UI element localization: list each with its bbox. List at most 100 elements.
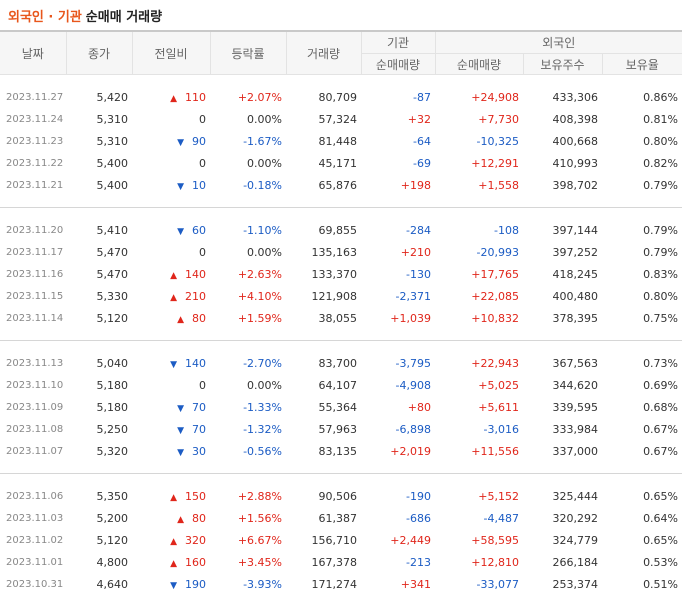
- close-cell: 5,420: [66, 86, 132, 108]
- header-foreign-net: 순매매량: [435, 54, 523, 75]
- date-cell: 2023.11.21: [0, 174, 66, 196]
- close-cell: 5,120: [66, 307, 132, 329]
- date-cell: 2023.11.09: [0, 396, 66, 418]
- foreign-ratio-cell: 0.75%: [602, 307, 682, 329]
- close-cell: 5,470: [66, 263, 132, 285]
- foreign-holdings-cell: 344,620: [523, 374, 602, 396]
- close-cell: 4,800: [66, 551, 132, 573]
- close-cell: 5,250: [66, 418, 132, 440]
- foreign-net-cell: -20,993: [435, 241, 523, 263]
- close-cell: 5,310: [66, 108, 132, 130]
- foreign-net-cell: +17,765: [435, 263, 523, 285]
- change-value: 0: [199, 379, 206, 392]
- down-arrow-icon: ▼: [170, 581, 177, 591]
- change-cell: ▼10: [132, 174, 210, 196]
- foreign-holdings-cell: 410,993: [523, 152, 602, 174]
- change-cell: ▲80: [132, 307, 210, 329]
- foreign-ratio-cell: 0.65%: [602, 529, 682, 551]
- up-arrow-icon: ▲: [170, 293, 177, 303]
- change-value: 30: [192, 445, 206, 458]
- institution-net-cell: +210: [361, 241, 435, 263]
- date-cell: 2023.11.07: [0, 440, 66, 462]
- foreign-holdings-cell: 320,292: [523, 507, 602, 529]
- foreign-net-cell: +7,730: [435, 108, 523, 130]
- change-value: 110: [185, 91, 206, 104]
- foreign-ratio-cell: 0.81%: [602, 108, 682, 130]
- date-cell: 2023.11.16: [0, 263, 66, 285]
- foreign-net-cell: -10,325: [435, 130, 523, 152]
- change-value: 60: [192, 224, 206, 237]
- change-cell: ▼60: [132, 219, 210, 241]
- group-spacer: [0, 329, 682, 341]
- rate-cell: -3.93%: [210, 573, 286, 595]
- up-arrow-icon: ▲: [170, 537, 177, 547]
- foreign-ratio-cell: 0.82%: [602, 152, 682, 174]
- date-cell: 2023.11.15: [0, 285, 66, 307]
- foreign-ratio-cell: 0.68%: [602, 396, 682, 418]
- change-value: 140: [185, 268, 206, 281]
- volume-cell: 156,710: [286, 529, 361, 551]
- volume-cell: 65,876: [286, 174, 361, 196]
- header-change: 전일비: [132, 31, 210, 75]
- date-cell: 2023.11.20: [0, 219, 66, 241]
- institution-net-cell: +2,449: [361, 529, 435, 551]
- close-cell: 5,400: [66, 152, 132, 174]
- institution-net-cell: -2,371: [361, 285, 435, 307]
- foreign-net-cell: +58,595: [435, 529, 523, 551]
- volume-cell: 80,709: [286, 86, 361, 108]
- foreign-net-cell: +11,556: [435, 440, 523, 462]
- rate-cell: 0.00%: [210, 374, 286, 396]
- foreign-ratio-cell: 0.73%: [602, 352, 682, 374]
- group-spacer: [0, 208, 682, 219]
- foreign-net-cell: +1,558: [435, 174, 523, 196]
- institution-net-cell: +2,019: [361, 440, 435, 462]
- group-spacer: [0, 341, 682, 352]
- rate-cell: -2.70%: [210, 352, 286, 374]
- change-cell: ▼70: [132, 396, 210, 418]
- volume-cell: 90,506: [286, 485, 361, 507]
- change-cell: 0: [132, 241, 210, 263]
- volume-cell: 57,963: [286, 418, 361, 440]
- change-cell: ▲80: [132, 507, 210, 529]
- section-title: 외국인 · 기관 순매매 거래량: [0, 0, 682, 30]
- foreign-ratio-cell: 0.64%: [602, 507, 682, 529]
- header-date: 날짜: [0, 31, 66, 75]
- close-cell: 5,120: [66, 529, 132, 551]
- foreign-ratio-cell: 0.69%: [602, 374, 682, 396]
- foreign-holdings-cell: 408,398: [523, 108, 602, 130]
- volume-cell: 133,370: [286, 263, 361, 285]
- foreign-net-cell: +10,832: [435, 307, 523, 329]
- date-cell: 2023.11.06: [0, 485, 66, 507]
- foreign-ratio-cell: 0.83%: [602, 263, 682, 285]
- change-cell: ▲160: [132, 551, 210, 573]
- foreign-net-cell: +24,908: [435, 86, 523, 108]
- foreign-holdings-cell: 339,595: [523, 396, 602, 418]
- date-cell: 2023.11.14: [0, 307, 66, 329]
- foreign-ratio-cell: 0.79%: [602, 241, 682, 263]
- up-arrow-icon: ▲: [170, 94, 177, 104]
- change-cell: ▲ 110: [132, 86, 210, 108]
- change-value: 0: [199, 113, 206, 126]
- foreign-net-cell: +22,943: [435, 352, 523, 374]
- rate-cell: +2.07%: [210, 86, 286, 108]
- foreign-net-cell: +5,611: [435, 396, 523, 418]
- foreign-ratio-cell: 0.80%: [602, 130, 682, 152]
- date-cell: 2023.11.02: [0, 529, 66, 551]
- title-highlight: 외국인 · 기관: [8, 6, 82, 25]
- foreign-holdings-cell: 324,779: [523, 529, 602, 551]
- header-institution-group: 기관: [361, 31, 435, 54]
- change-cell: ▲140: [132, 263, 210, 285]
- foreign-net-cell: -4,487: [435, 507, 523, 529]
- change-cell: ▼90: [132, 130, 210, 152]
- foreign-net-cell: +12,810: [435, 551, 523, 573]
- close-cell: 5,180: [66, 374, 132, 396]
